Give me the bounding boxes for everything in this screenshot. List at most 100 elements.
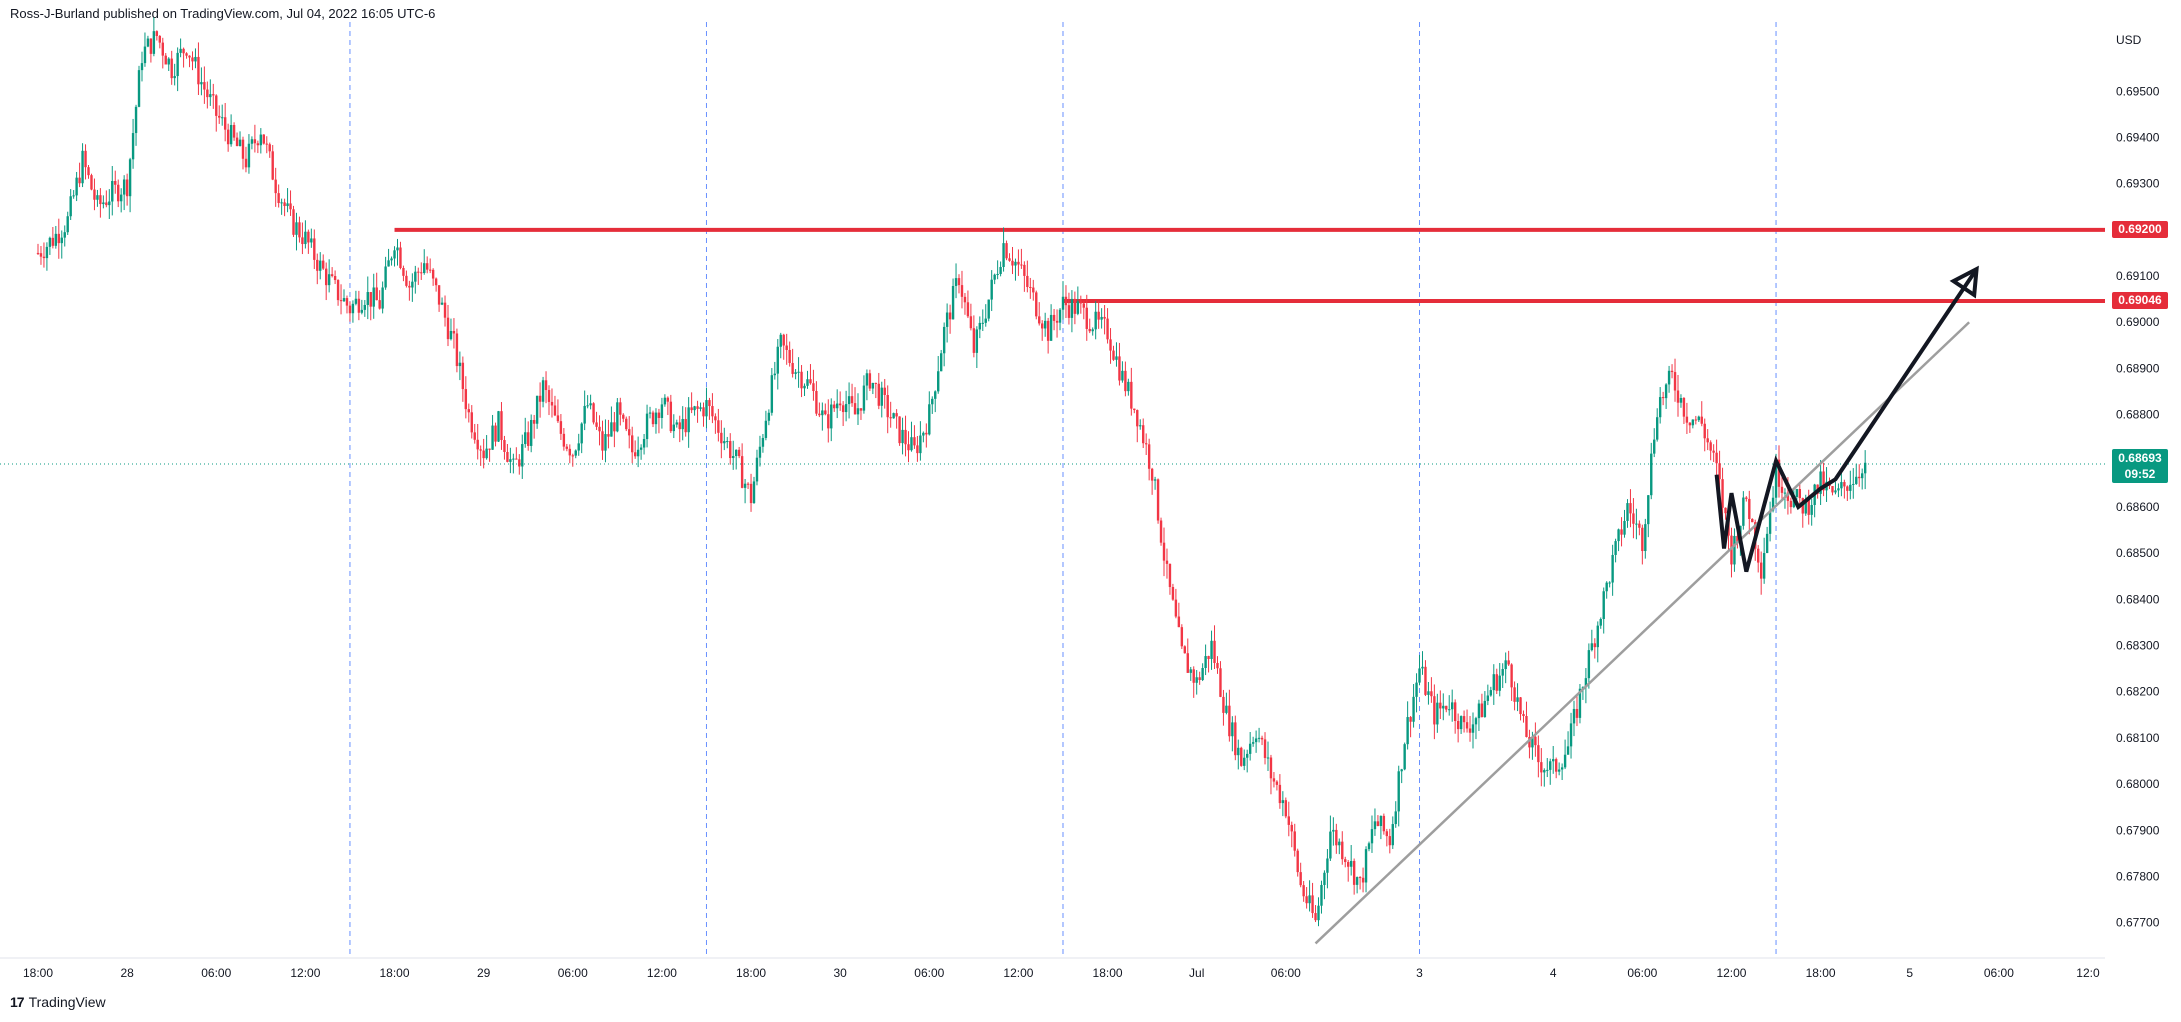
candle-body	[1269, 757, 1273, 779]
candle-body	[913, 437, 916, 446]
candle-body	[1492, 674, 1495, 691]
candle-body	[1777, 459, 1781, 487]
candle-body	[1008, 258, 1011, 261]
candle-body	[571, 455, 574, 457]
candle-body	[1382, 815, 1386, 832]
candle-body	[464, 389, 468, 410]
candle-body	[693, 406, 696, 411]
candle-body	[990, 279, 993, 300]
candle-body	[1067, 305, 1071, 318]
candle-body	[847, 396, 851, 405]
candle-body	[494, 425, 497, 442]
candle-body	[672, 424, 675, 432]
candle-body	[1742, 497, 1745, 526]
x-tick-label: Jul	[1189, 966, 1204, 980]
candle-body	[993, 274, 996, 280]
candle-body	[390, 258, 393, 261]
candle-body	[562, 433, 566, 447]
candle-body	[862, 385, 866, 411]
candle-body	[800, 371, 803, 389]
candle-body	[1040, 323, 1044, 329]
candle-body	[1700, 416, 1703, 424]
projection-path[interactable]	[1714, 267, 1979, 573]
candle-body	[806, 379, 809, 386]
candle-body	[844, 404, 848, 413]
candle-body	[1133, 408, 1136, 411]
candle-body	[485, 448, 488, 459]
candle-body	[491, 425, 494, 450]
candle-body	[1177, 616, 1181, 628]
candle-body	[1412, 696, 1415, 722]
y-tick-label: 0.68800	[2116, 408, 2160, 422]
candle-body	[824, 410, 827, 415]
candle-body	[1504, 660, 1507, 670]
candle-body	[1257, 737, 1261, 739]
tradingview-logo[interactable]: 17 TradingView	[10, 994, 106, 1010]
candle-body	[1590, 643, 1594, 651]
candle-body	[1376, 821, 1380, 826]
candle-body	[1397, 771, 1400, 812]
x-tick-label: 18:00	[380, 966, 410, 980]
candle-body	[1566, 746, 1570, 755]
candle-body	[951, 285, 955, 320]
candle-body	[1433, 696, 1436, 725]
candle-body	[411, 281, 414, 288]
candle-body	[443, 302, 447, 318]
x-tick-label: 06:00	[1271, 966, 1301, 980]
candle-body	[699, 407, 702, 409]
level-price-label-1: 0.69200	[2112, 221, 2168, 239]
candle-body	[1846, 486, 1849, 491]
candle-body	[476, 439, 479, 450]
candle-body	[125, 179, 129, 197]
candle-body	[500, 411, 503, 441]
candle-body	[616, 402, 619, 432]
candle-body	[1347, 862, 1350, 867]
candle-body	[75, 177, 78, 196]
candle-body	[277, 193, 280, 204]
trendline[interactable]	[1314, 321, 1971, 945]
candle-body	[963, 296, 967, 303]
candle-body	[330, 274, 334, 277]
candle-body	[426, 263, 429, 270]
current-price-badge: 0.68693 09:52	[2112, 449, 2168, 483]
x-tick-label: 30	[833, 966, 847, 980]
candle-body	[1352, 860, 1356, 885]
candle-body	[1587, 650, 1591, 679]
candle-body	[140, 63, 144, 71]
candle-body	[1837, 488, 1840, 491]
candle-body	[613, 422, 616, 432]
candle-body	[1626, 503, 1629, 521]
candle-body	[122, 179, 126, 195]
candle-body	[794, 372, 797, 374]
candle-body	[396, 247, 399, 251]
y-tick-label: 0.68200	[2116, 685, 2160, 699]
candle-body	[1418, 668, 1421, 683]
candle-body	[865, 373, 869, 386]
candle-body	[1430, 691, 1433, 697]
candle-body	[48, 237, 52, 247]
candle-body	[547, 390, 551, 402]
candle-body	[645, 413, 649, 440]
candle-body	[1676, 390, 1680, 403]
candle-body	[586, 405, 589, 407]
candle-body	[729, 441, 732, 459]
horizontal-levels[interactable]	[394, 227, 2105, 303]
candle-body	[687, 407, 690, 433]
candle-body	[449, 330, 453, 340]
candle-body	[972, 328, 976, 353]
candle-body	[1552, 759, 1555, 762]
candle-body	[223, 117, 227, 130]
candle-body	[1370, 829, 1374, 844]
candle-body	[1858, 476, 1861, 479]
candle-body	[1421, 666, 1424, 669]
candle-body	[527, 432, 530, 446]
candle-body	[1361, 877, 1365, 883]
candle-body	[877, 383, 880, 406]
candle-body	[666, 397, 670, 402]
candle-body	[1100, 316, 1103, 320]
candle-body	[1647, 495, 1650, 525]
candle-body	[461, 362, 465, 390]
x-tick-label: 06:00	[914, 966, 944, 980]
candle-body	[931, 398, 934, 405]
